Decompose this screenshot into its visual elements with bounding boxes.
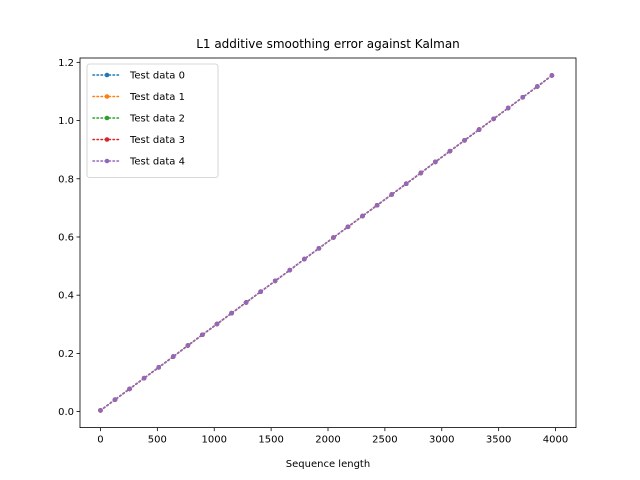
legend-marker <box>104 137 110 142</box>
legend-label: Test data 1 <box>129 92 185 103</box>
x-axis: 0 500 1000 1500 2000 2500 3000 3500 4000 <box>97 427 568 446</box>
y-tick-label: 0.8 <box>58 174 74 185</box>
y-tick-label: 0.6 <box>58 232 74 243</box>
x-axis-label: Sequence length <box>286 459 370 470</box>
data-point <box>374 202 380 208</box>
data-point <box>258 289 263 294</box>
legend-item: Test data 3 <box>92 135 185 146</box>
data-point <box>360 213 365 219</box>
y-tick-label: 0.0 <box>58 407 74 418</box>
data-point <box>520 94 526 100</box>
data-point <box>302 256 307 262</box>
legend-label: Test data 3 <box>129 135 185 146</box>
x-tick-label: 1500 <box>258 435 283 446</box>
data-point <box>156 365 162 370</box>
y-tick-label: 0.4 <box>58 291 74 302</box>
y-tick-label: 0.2 <box>58 349 74 360</box>
legend-item: Test data 4 <box>92 157 185 168</box>
data-point <box>185 343 191 348</box>
data-point <box>331 235 336 240</box>
series-4 <box>98 73 555 413</box>
legend-marker <box>104 158 110 164</box>
y-tick-label: 1.2 <box>58 58 74 69</box>
data-point <box>403 181 409 187</box>
x-tick-label: 500 <box>148 435 167 446</box>
data-point <box>447 148 453 154</box>
data-point <box>549 73 555 78</box>
legend-label: Test data 0 <box>129 71 185 82</box>
data-point <box>214 321 220 327</box>
data-point <box>287 267 293 273</box>
data-point <box>491 116 496 122</box>
legend-marker <box>104 72 110 78</box>
data-point <box>505 105 511 111</box>
legend-item: Test data 0 <box>92 71 185 82</box>
legend-box <box>86 63 219 178</box>
x-tick-label: 0 <box>97 435 103 446</box>
x-tick-label: 2500 <box>372 435 397 446</box>
data-point <box>243 300 249 305</box>
legend-label: Test data 2 <box>129 114 185 125</box>
y-axis: 0.0 0.2 0.4 0.6 0.8 1.0 1.2 <box>58 58 80 418</box>
legend-label: Test data 4 <box>129 157 185 168</box>
y-tick-label: 1.0 <box>58 116 74 127</box>
series-layer <box>98 73 555 413</box>
data-point <box>127 386 132 392</box>
x-tick-label: 2000 <box>315 435 340 446</box>
data-point <box>535 84 540 89</box>
legend-item: Test data 2 <box>92 114 185 125</box>
data-point <box>345 224 351 230</box>
chart-title: L1 additive smoothing error against Kalm… <box>196 37 460 51</box>
data-point <box>433 159 438 165</box>
legend-marker <box>104 94 110 99</box>
data-point <box>112 397 118 402</box>
data-point <box>316 246 322 251</box>
data-point <box>200 332 205 338</box>
data-point <box>170 354 176 359</box>
data-point <box>476 127 482 132</box>
legend-item: Test data 1 <box>92 92 185 103</box>
x-tick-label: 3000 <box>429 435 454 446</box>
data-point <box>229 310 234 316</box>
legend-marker <box>104 115 110 121</box>
data-point <box>98 408 103 413</box>
data-point <box>389 192 395 197</box>
data-point <box>462 138 467 143</box>
x-tick-label: 3500 <box>486 435 511 446</box>
series-line <box>99 74 553 412</box>
x-tick-label: 1000 <box>202 435 227 446</box>
data-point <box>141 375 147 381</box>
legend: Test data 0 Test data 1 Test data 2 Test da… <box>86 63 219 178</box>
data-point <box>418 170 424 176</box>
x-tick-label: 4000 <box>543 435 568 446</box>
data-point <box>272 278 278 284</box>
